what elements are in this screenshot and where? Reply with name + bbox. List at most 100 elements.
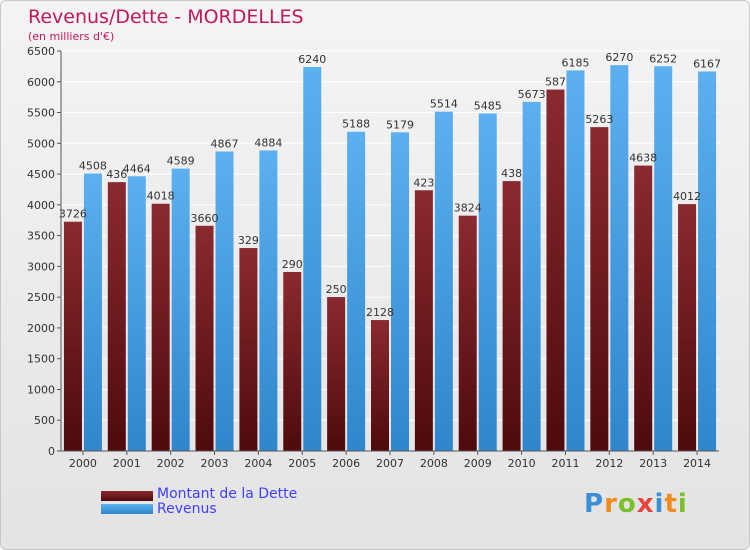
x-tick-label: 2010 xyxy=(508,457,536,470)
legend-swatch-revenue xyxy=(101,504,153,514)
bar-debt xyxy=(502,181,521,452)
data-label-revenue: 5514 xyxy=(430,98,458,111)
logo-letter: t xyxy=(664,489,678,519)
logo-letter: r xyxy=(604,489,618,519)
y-tick-label: 4500 xyxy=(27,168,55,181)
bar-revenue xyxy=(566,70,585,451)
axes: 0 500 1000 1500 2000 2500 3000 3500 4000 4500 5000… xyxy=(27,45,719,470)
data-label-revenue: 4464 xyxy=(123,162,151,175)
x-tick-label: 2014 xyxy=(683,457,711,470)
y-tick-label: 6500 xyxy=(27,45,55,58)
data-label-debt: 4012 xyxy=(673,190,701,203)
x-tick-label: 2004 xyxy=(244,457,272,470)
y-tick-label: 4000 xyxy=(27,199,55,212)
data-label-debt: 3726 xyxy=(59,208,87,221)
y-tick-label: 5500 xyxy=(27,107,55,120)
data-label-debt: 436 xyxy=(106,168,127,181)
bar-revenue xyxy=(303,67,322,451)
logo-letter: P xyxy=(584,489,605,519)
bar-debt xyxy=(283,271,302,451)
logo-letter: i xyxy=(654,489,665,519)
data-label-revenue: 6167 xyxy=(693,57,721,70)
y-tick-label: 1500 xyxy=(27,353,55,366)
data-label-revenue: 4589 xyxy=(167,155,195,168)
data-label-debt: 3660 xyxy=(191,212,219,225)
data-label-debt: 4018 xyxy=(147,190,175,203)
bar-debt xyxy=(678,204,697,451)
x-tick-label: 2001 xyxy=(113,457,141,470)
bar-revenue xyxy=(127,176,146,452)
x-tick-label: 2002 xyxy=(157,457,185,470)
logo-letter: o xyxy=(617,489,637,519)
data-label-revenue: 4884 xyxy=(254,136,282,149)
x-tick-label: 2006 xyxy=(332,457,360,470)
x-tick-label: 2003 xyxy=(201,457,229,470)
y-tick-label: 3500 xyxy=(27,230,55,243)
y-tick-label: 3000 xyxy=(27,260,55,273)
bar-debt xyxy=(239,248,258,451)
legend-label-revenue: Revenus xyxy=(157,501,217,517)
bar-revenue xyxy=(698,71,717,451)
data-label-revenue: 6252 xyxy=(649,52,677,65)
legend-label-debt: Montant de la Dette xyxy=(157,486,298,502)
x-tick-label: 2005 xyxy=(288,457,316,470)
data-label-revenue: 5485 xyxy=(474,99,502,112)
bar-debt xyxy=(590,127,609,451)
y-tick-label: 5000 xyxy=(27,137,55,150)
data-label-revenue: 5673 xyxy=(518,88,546,101)
data-label-debt: 423 xyxy=(413,176,434,189)
y-tick-label: 1000 xyxy=(27,383,55,396)
x-tick-label: 2013 xyxy=(639,457,667,470)
bar-revenue xyxy=(171,168,190,451)
y-tick-label: 2500 xyxy=(27,291,55,304)
chart-subtitle: (en milliers d'€) xyxy=(28,30,115,43)
data-label-revenue: 6270 xyxy=(605,51,633,64)
data-label-debt: 5263 xyxy=(585,113,613,126)
bar-debt xyxy=(414,190,433,451)
bar-debt xyxy=(371,320,389,451)
bar-revenue xyxy=(259,150,278,451)
data-label-debt: 329 xyxy=(238,234,259,247)
bar-revenue xyxy=(347,131,366,451)
grid-lines xyxy=(61,50,719,452)
y-tick-label: 2000 xyxy=(27,322,55,335)
bar-revenue xyxy=(522,101,541,452)
y-tick-label: 6000 xyxy=(27,76,55,89)
x-tick-label: 2008 xyxy=(420,457,448,470)
bar-debt xyxy=(195,225,214,451)
data-label-revenue: 6240 xyxy=(298,53,326,66)
proxiti-logo: Proxiti xyxy=(584,489,688,519)
x-tick-label: 2012 xyxy=(595,457,623,470)
bar-revenue xyxy=(83,173,102,452)
bar-debt xyxy=(634,165,653,452)
legend-swatch-debt xyxy=(101,491,153,501)
bar-revenue xyxy=(610,65,629,452)
data-label-debt: 4638 xyxy=(629,152,657,165)
bar-debt xyxy=(546,89,565,451)
bar-revenue xyxy=(434,111,453,451)
data-label-revenue: 5188 xyxy=(342,118,370,131)
x-tick-label: 2011 xyxy=(551,457,579,470)
bar-debt xyxy=(151,203,170,451)
data-label-revenue: 5179 xyxy=(386,118,414,131)
data-label-debt: 2128 xyxy=(366,306,394,319)
data-label-revenue: 4867 xyxy=(211,137,239,150)
data-label-revenue: 6185 xyxy=(561,56,589,69)
chart-title: Revenus/Dette - MORDELLES xyxy=(28,6,304,28)
bar-debt xyxy=(63,221,82,451)
x-tick-label: 2007 xyxy=(376,457,404,470)
bar-revenue xyxy=(478,113,497,451)
y-tick-label: 500 xyxy=(34,414,55,427)
x-tick-label: 2000 xyxy=(69,457,97,470)
data-label-debt: 3824 xyxy=(454,202,482,215)
bar-revenue xyxy=(654,66,673,451)
bar-debt xyxy=(458,215,477,451)
bar-revenue xyxy=(215,151,234,451)
logo-letter: i xyxy=(677,489,688,519)
bar-debt xyxy=(327,297,346,451)
data-label-debt: 250 xyxy=(326,283,347,296)
bars xyxy=(63,65,717,452)
